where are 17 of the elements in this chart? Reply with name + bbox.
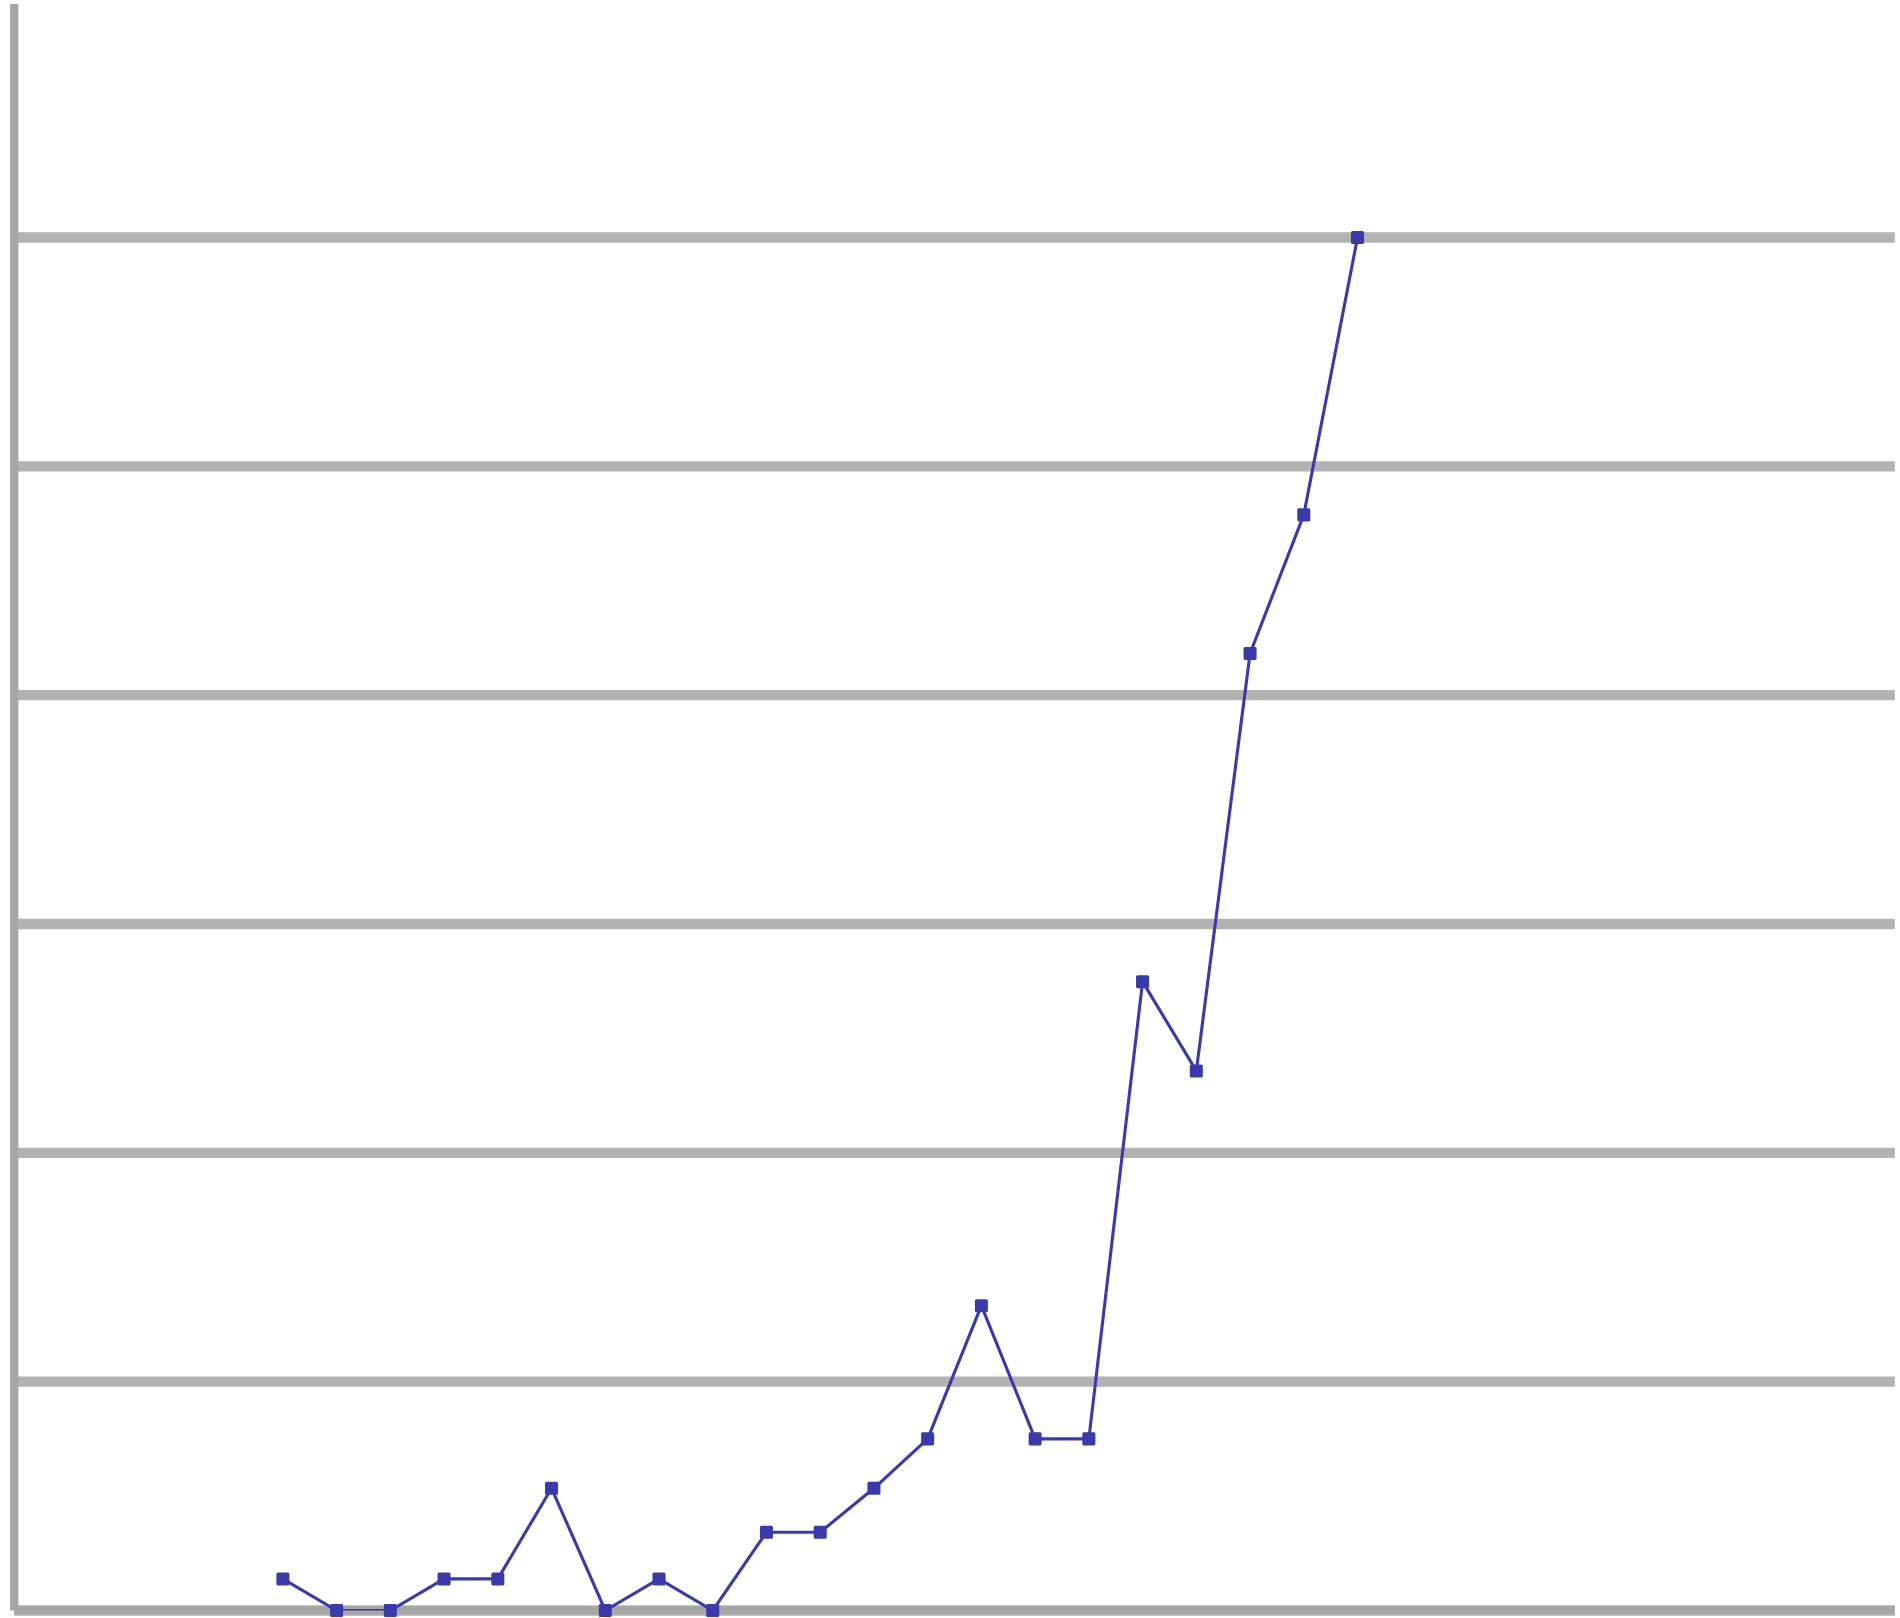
point (1082, 1432, 1096, 1446)
point (1243, 647, 1257, 661)
point (1136, 975, 1150, 989)
point (545, 1482, 559, 1496)
point (974, 1299, 988, 1313)
point (491, 1572, 505, 1586)
point (867, 1482, 881, 1496)
point (759, 1526, 773, 1540)
point (276, 1572, 290, 1586)
point (813, 1526, 827, 1540)
point (1189, 1064, 1203, 1078)
point (1028, 1432, 1042, 1446)
point (652, 1572, 666, 1586)
point (921, 1432, 935, 1446)
point (1297, 508, 1311, 522)
point (1350, 231, 1365, 245)
point (437, 1572, 451, 1586)
